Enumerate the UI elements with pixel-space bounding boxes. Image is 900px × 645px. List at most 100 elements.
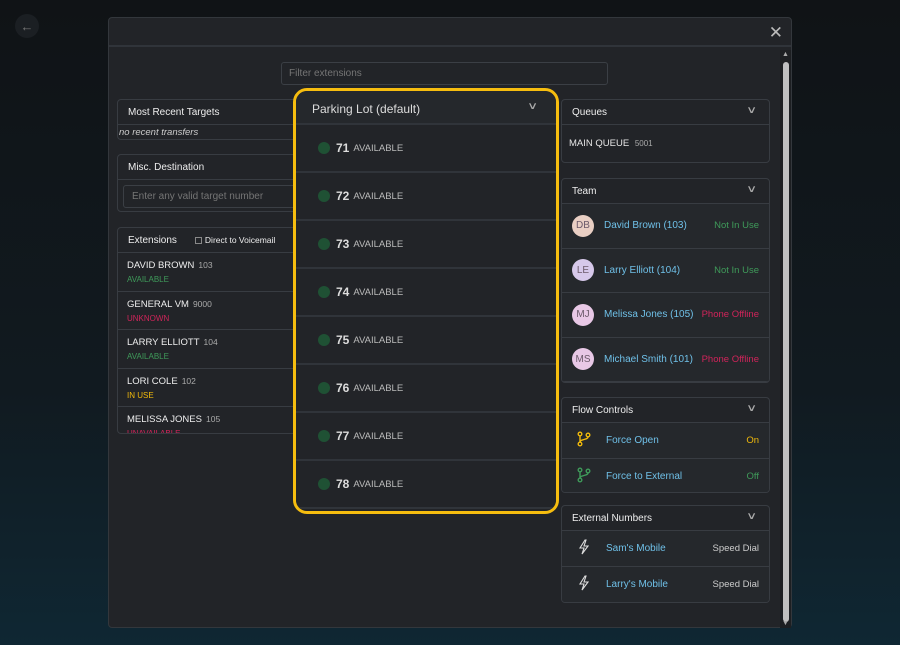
extension-name: GENERAL VM xyxy=(127,298,189,310)
scroll-down-icon[interactable]: ▼ xyxy=(782,620,789,627)
extension-name: DAVID BROWN xyxy=(127,260,195,271)
direct-to-voicemail-checkbox[interactable]: Direct to Voicemail xyxy=(194,235,275,245)
member-name[interactable]: Larry Elliott (104) xyxy=(604,264,681,276)
flow-control-name[interactable]: Force to External xyxy=(606,471,683,482)
team-panel: Team ∨ DB David Brown (103) Not In Use LE Lar… xyxy=(561,178,770,383)
slot-status: AVAILABLE xyxy=(353,190,404,202)
extension-item[interactable]: DAVID BROWN 103 AVAILABLE xyxy=(118,253,301,292)
external-numbers-panel: External Numbers ∨ Sam's Mobile Speed Dial… xyxy=(561,505,770,603)
extension-number: 9000 xyxy=(192,298,212,309)
checkbox-icon[interactable] xyxy=(194,236,202,244)
extension-number: 103 xyxy=(198,260,213,270)
flow-control-item[interactable]: Force to External Off xyxy=(562,459,769,492)
flow-control-name[interactable]: Force Open xyxy=(606,435,659,446)
arrow-left-icon: ← xyxy=(20,18,34,34)
extension-number: 105 xyxy=(205,414,221,424)
avatar: MS xyxy=(572,348,594,371)
team-member[interactable]: LE Larry Elliott (104) Not In Use xyxy=(562,248,769,293)
scroll-up-icon[interactable]: ▲ xyxy=(782,51,789,58)
parking-slot[interactable]: 76 AVAILABLE xyxy=(296,365,556,413)
external-number-name[interactable]: Larry's Mobile xyxy=(606,579,668,590)
slot-status: AVAILABLE xyxy=(353,286,404,298)
avatar: LE xyxy=(572,259,594,282)
chevron-down-icon[interactable]: ∨ xyxy=(745,184,757,195)
member-name[interactable]: Melissa Jones (105) xyxy=(604,309,694,321)
status-dot-icon xyxy=(318,478,330,490)
chevron-down-icon[interactable]: ∨ xyxy=(745,511,757,522)
member-status: Not In Use xyxy=(714,264,759,276)
external-numbers-header[interactable]: External Numbers ∨ xyxy=(562,506,769,531)
external-number-name[interactable]: Sam's Mobile xyxy=(606,543,666,554)
team-member[interactable]: MJ Melissa Jones (105) Phone Offline xyxy=(562,293,769,338)
lightning-icon xyxy=(572,575,596,594)
flow-control-state[interactable]: On xyxy=(746,435,759,446)
panel-title: Extensions xyxy=(128,234,177,246)
slot-number: 75 xyxy=(336,333,350,347)
member-status: Not In Use xyxy=(714,220,759,232)
extension-item[interactable]: GENERAL VM 9000 UNKNOWN xyxy=(118,292,301,330)
flow-controls-header[interactable]: Flow Controls ∨ xyxy=(562,398,769,423)
extension-item[interactable]: MELISSA JONES 105 UNAVAILABLE xyxy=(118,407,301,434)
scrollbar-thumb[interactable] xyxy=(783,62,789,622)
slot-number: 77 xyxy=(336,429,350,443)
queues-header[interactable]: Queues ∨ xyxy=(562,100,769,125)
external-number-item[interactable]: Sam's Mobile Speed Dial xyxy=(562,531,769,567)
modal-header: ✕ xyxy=(109,18,791,47)
slot-status: AVAILABLE xyxy=(353,334,404,346)
slot-status: AVAILABLE xyxy=(353,430,404,442)
external-number-type: Speed Dial xyxy=(712,579,759,590)
chevron-down-icon[interactable]: ∨ xyxy=(745,403,757,414)
team-member[interactable]: DB David Brown (103) Not In Use xyxy=(562,204,769,249)
slot-number: 73 xyxy=(336,237,350,251)
parking-lot-panel: Parking Lot (default) ∨ 71 AVAILABLE 72 AVAI… xyxy=(293,88,559,514)
member-status: Phone Offline xyxy=(701,309,759,321)
extension-name: LORI COLE xyxy=(127,375,178,387)
extension-number: 104 xyxy=(203,337,218,347)
queue-item[interactable]: MAIN QUEUE 5001 xyxy=(562,125,769,162)
slot-status: AVAILABLE xyxy=(353,238,404,250)
extension-status: UNKNOWN xyxy=(127,313,170,323)
scrollbar[interactable]: ▲ ▼ xyxy=(780,50,791,628)
branch-icon xyxy=(572,431,596,450)
status-dot-icon xyxy=(318,190,330,202)
extension-status: IN USE xyxy=(127,390,154,400)
member-name[interactable]: Michael Smith (101) xyxy=(604,353,693,365)
filter-extensions-input[interactable] xyxy=(281,62,608,85)
parking-slot[interactable]: 75 AVAILABLE xyxy=(296,317,556,365)
team-member[interactable]: MS Michael Smith (101) Phone Offline xyxy=(562,337,769,382)
panel-title: Team xyxy=(572,186,597,197)
parking-slot[interactable]: 74 AVAILABLE xyxy=(296,269,556,317)
parking-slot[interactable]: 77 AVAILABLE xyxy=(296,413,556,461)
panel-title: Misc. Destination xyxy=(118,155,301,180)
chevron-down-icon[interactable]: ∨ xyxy=(526,101,538,112)
back-button[interactable]: ← xyxy=(15,14,39,38)
target-number-input[interactable] xyxy=(123,185,301,208)
slot-number: 76 xyxy=(336,381,350,395)
panel-title: Queues xyxy=(572,107,608,118)
extension-name: LARRY ELLIOTT xyxy=(127,337,200,348)
parking-lot-header[interactable]: Parking Lot (default) ∨ xyxy=(296,91,556,125)
queues-panel: Queues ∨ MAIN QUEUE 5001 xyxy=(561,99,770,163)
extension-number: 102 xyxy=(181,375,196,386)
panel-title: External Numbers xyxy=(572,513,653,524)
slot-number: 71 xyxy=(336,141,350,155)
branch-icon xyxy=(572,467,596,486)
team-header[interactable]: Team ∨ xyxy=(562,179,769,204)
parking-slot[interactable]: 78 AVAILABLE xyxy=(296,461,556,509)
flow-control-state[interactable]: Off xyxy=(746,471,760,482)
parking-slot[interactable]: 72 AVAILABLE xyxy=(296,173,556,221)
chevron-down-icon[interactable]: ∨ xyxy=(745,105,757,116)
parking-slot[interactable]: 71 AVAILABLE xyxy=(296,125,556,173)
close-icon[interactable]: ✕ xyxy=(768,23,783,42)
slot-status: AVAILABLE xyxy=(353,142,404,154)
member-name[interactable]: David Brown (103) xyxy=(604,220,687,232)
slot-status: AVAILABLE xyxy=(353,382,404,394)
parking-slot[interactable]: 73 AVAILABLE xyxy=(296,221,556,269)
status-dot-icon xyxy=(318,334,330,346)
extension-item[interactable]: LARRY ELLIOTT 104 AVAILABLE xyxy=(118,330,301,369)
flow-control-item[interactable]: Force Open On xyxy=(562,423,769,459)
external-number-item[interactable]: Larry's Mobile Speed Dial xyxy=(562,567,769,602)
status-dot-icon xyxy=(318,430,330,442)
extension-status: UNAVAILABLE xyxy=(127,429,181,434)
extension-item[interactable]: LORI COLE 102 IN USE xyxy=(118,369,301,407)
